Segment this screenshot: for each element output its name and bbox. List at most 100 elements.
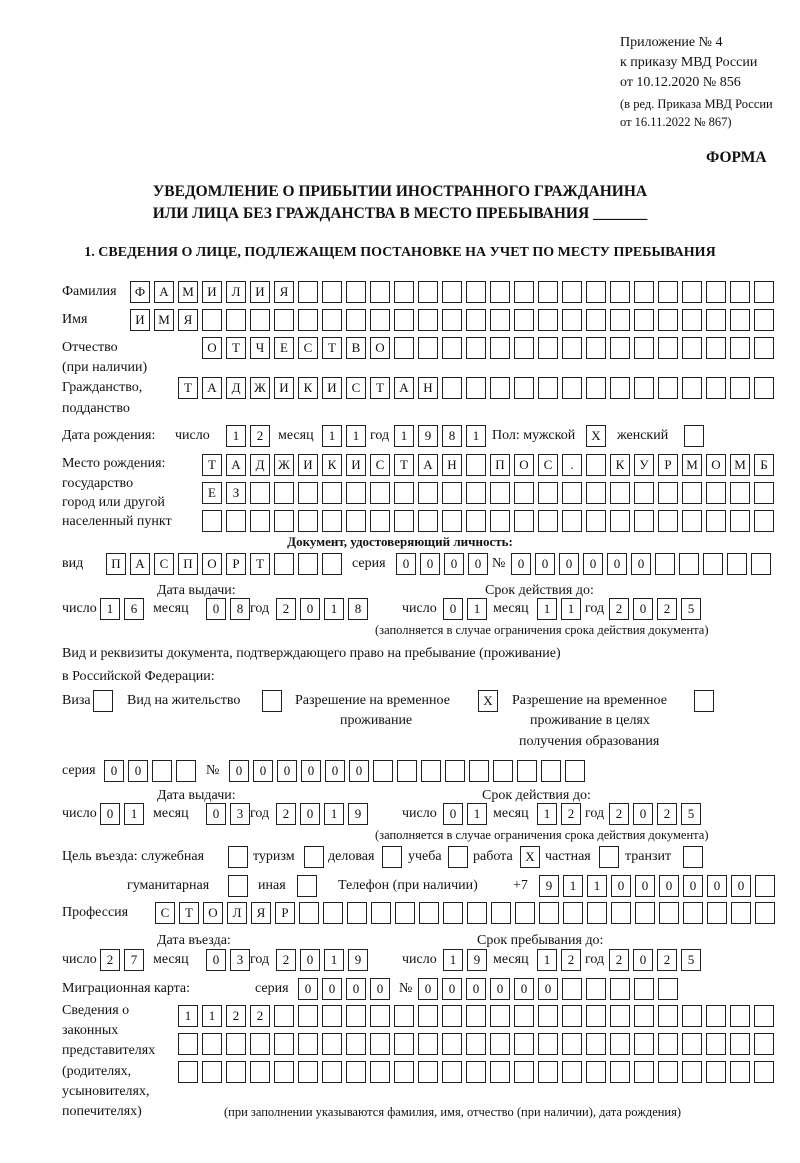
char-cell[interactable] [226,1033,246,1055]
char-cell[interactable]: 0 [206,803,226,825]
char-cell[interactable] [370,1061,390,1083]
char-cell[interactable]: 1 [561,598,581,620]
char-cell[interactable] [658,510,678,532]
char-cell[interactable] [658,377,678,399]
char-cell[interactable]: 1 [443,949,463,971]
char-cell[interactable] [394,281,414,303]
char-cell[interactable]: К [298,377,318,399]
char-cell[interactable] [515,902,535,924]
visa-checkbox[interactable] [93,690,113,712]
checkbox-cell[interactable]: X [586,425,606,447]
char-cell[interactable]: Р [275,902,295,924]
char-cell[interactable] [751,553,771,575]
char-cell[interactable]: 1 [124,803,144,825]
char-cell[interactable] [517,760,537,782]
char-cell[interactable] [586,377,606,399]
char-cell[interactable] [298,309,318,331]
char-cell[interactable] [418,510,438,532]
char-cell[interactable] [490,309,510,331]
char-cell[interactable] [538,309,558,331]
char-cell[interactable]: В [346,337,366,359]
char-cell[interactable] [322,510,342,532]
char-cell[interactable] [442,510,462,532]
char-cell[interactable] [274,482,294,504]
char-cell[interactable] [610,1061,630,1083]
char-cell[interactable] [755,875,775,897]
char-cell[interactable]: Я [274,281,294,303]
char-cell[interactable] [727,553,747,575]
char-cell[interactable]: 0 [104,760,124,782]
char-cell[interactable]: 2 [276,598,296,620]
char-cell[interactable] [539,902,559,924]
char-cell[interactable]: 0 [396,553,416,575]
char-cell[interactable] [706,510,726,532]
char-cell[interactable] [635,902,655,924]
char-cell[interactable]: 0 [731,875,751,897]
char-cell[interactable]: 0 [633,803,653,825]
char-cell[interactable]: 2 [609,803,629,825]
char-cell[interactable]: 0 [420,553,440,575]
char-cell[interactable]: А [394,377,414,399]
char-cell[interactable] [370,482,390,504]
char-cell[interactable] [730,510,750,532]
char-cell[interactable]: 9 [418,425,438,447]
char-cell[interactable]: 1 [202,1005,222,1027]
char-cell[interactable]: 2 [276,803,296,825]
char-cell[interactable]: 0 [538,978,558,1000]
char-cell[interactable] [514,281,534,303]
char-cell[interactable] [178,1061,198,1083]
char-cell[interactable] [274,1005,294,1027]
purpose-private-checkbox[interactable] [599,846,619,868]
char-cell[interactable] [514,377,534,399]
char-cell[interactable] [514,1005,534,1027]
checkbox-cell[interactable] [448,846,468,868]
char-cell[interactable] [466,1061,486,1083]
char-cell[interactable] [706,309,726,331]
char-cell[interactable]: У [634,454,654,476]
checkbox-cell[interactable] [262,690,282,712]
char-cell[interactable] [490,1033,510,1055]
char-cell[interactable] [538,1061,558,1083]
char-cell[interactable] [610,377,630,399]
char-cell[interactable] [682,377,702,399]
char-cell[interactable]: 0 [559,553,579,575]
char-cell[interactable] [346,1033,366,1055]
char-cell[interactable] [586,1061,606,1083]
char-cell[interactable] [491,902,511,924]
char-cell[interactable] [274,309,294,331]
char-cell[interactable]: 1 [563,875,583,897]
char-cell[interactable] [730,1005,750,1027]
char-cell[interactable] [655,553,675,575]
residence-permit-checkbox[interactable] [262,690,282,712]
char-cell[interactable] [298,1033,318,1055]
char-cell[interactable] [730,281,750,303]
char-cell[interactable] [466,1005,486,1027]
char-cell[interactable] [370,510,390,532]
char-cell[interactable] [634,978,654,1000]
char-cell[interactable] [658,482,678,504]
char-cell[interactable] [586,309,606,331]
char-cell[interactable] [730,482,750,504]
char-cell[interactable] [322,1005,342,1027]
char-cell[interactable]: 1 [537,803,557,825]
char-cell[interactable]: Я [251,902,271,924]
char-cell[interactable] [152,760,172,782]
char-cell[interactable]: С [346,377,366,399]
char-cell[interactable]: 0 [298,978,318,1000]
char-cell[interactable]: 0 [418,978,438,1000]
char-cell[interactable] [347,902,367,924]
char-cell[interactable] [322,553,342,575]
reps-field-2[interactable] [178,1033,774,1055]
char-cell[interactable]: 2 [100,949,120,971]
char-cell[interactable] [445,760,465,782]
char-cell[interactable] [563,902,583,924]
char-cell[interactable] [493,760,513,782]
char-cell[interactable] [565,760,585,782]
char-cell[interactable] [274,1061,294,1083]
purpose-business-checkbox[interactable] [382,846,402,868]
